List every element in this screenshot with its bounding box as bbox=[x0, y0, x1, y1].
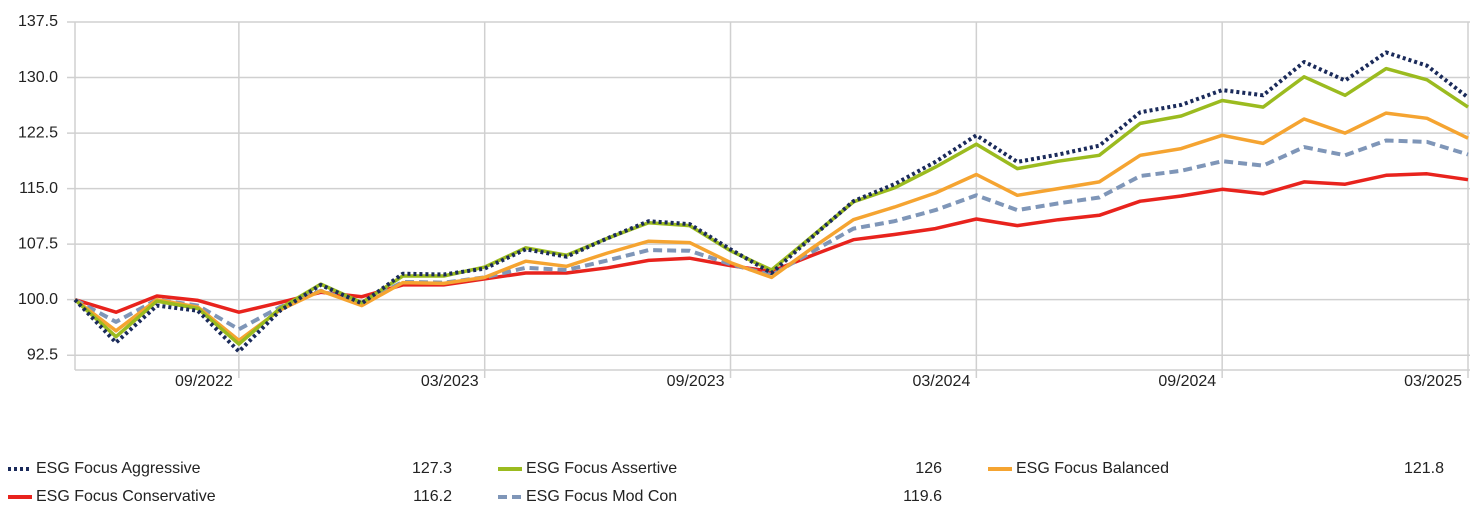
y-tick-label: 122.5 bbox=[18, 124, 58, 141]
legend-value: 126 bbox=[915, 460, 942, 477]
x-tick-label: 03/2025 bbox=[1404, 373, 1462, 390]
y-tick-label: 130.0 bbox=[18, 69, 58, 86]
series-line bbox=[73, 50, 1470, 354]
series-line bbox=[73, 111, 1469, 343]
legend-label: ESG Focus Conservative bbox=[36, 488, 216, 505]
y-tick-label: 137.5 bbox=[18, 13, 58, 30]
y-tick-label: 115.0 bbox=[19, 180, 58, 197]
x-tick-label: 09/2024 bbox=[1158, 373, 1216, 390]
series-line bbox=[73, 66, 1469, 346]
legend-value: 116.2 bbox=[413, 488, 452, 505]
x-tick-label: 09/2022 bbox=[175, 373, 233, 390]
y-tick-label: 92.5 bbox=[27, 346, 58, 363]
series-line bbox=[74, 172, 1469, 314]
legend-value: 121.8 bbox=[1404, 460, 1444, 477]
y-tick-label: 107.5 bbox=[18, 235, 58, 252]
legend-label: ESG Focus Aggressive bbox=[36, 460, 201, 477]
legend-label: ESG Focus Mod Con bbox=[526, 488, 677, 505]
legend-label: ESG Focus Assertive bbox=[526, 460, 677, 477]
x-tick-label: 03/2024 bbox=[913, 373, 971, 390]
x-tick-label: 03/2023 bbox=[421, 373, 479, 390]
legend-value: 119.6 bbox=[903, 488, 942, 505]
x-tick-label: 09/2023 bbox=[667, 373, 725, 390]
legend-value: 127.3 bbox=[412, 460, 452, 477]
y-tick-label: 100.0 bbox=[18, 291, 58, 308]
legend-label: ESG Focus Balanced bbox=[1016, 460, 1169, 477]
